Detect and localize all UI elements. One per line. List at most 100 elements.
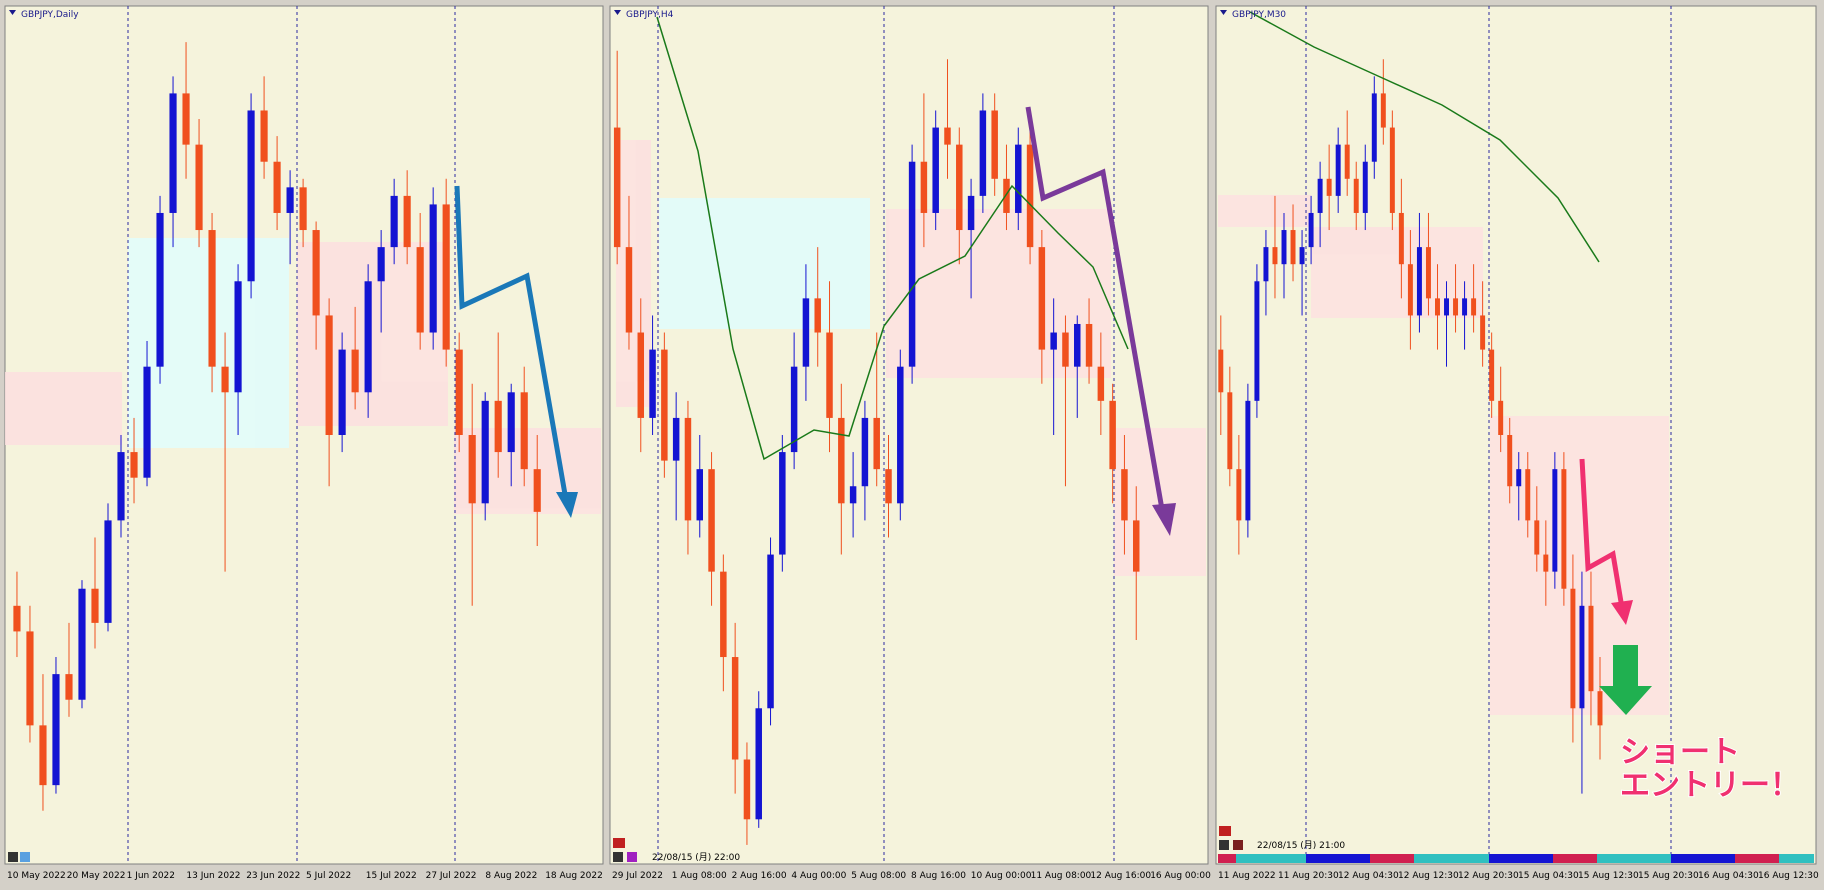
arrowhead (1611, 600, 1633, 625)
candle-body (1579, 605, 1585, 709)
x-tick-label: 4 Aug 00:00 (791, 871, 846, 881)
candle-body (1353, 178, 1359, 213)
candle-body (649, 349, 656, 418)
annotation-line: ショート (1620, 735, 1740, 770)
candle-body (826, 332, 833, 418)
candle-body (1254, 281, 1260, 401)
candle-body (520, 392, 528, 470)
candle-body (1132, 520, 1140, 572)
candle-body (325, 315, 333, 435)
candle-body (625, 247, 633, 333)
candle-body (494, 400, 502, 453)
session-seg (1218, 854, 1236, 863)
x-tick-label: 2 Aug 16:00 (732, 871, 787, 881)
candle-body (1109, 400, 1116, 470)
candle-body (755, 708, 762, 820)
icon (20, 852, 30, 862)
candle-body (661, 349, 668, 461)
candle-body (920, 161, 928, 213)
candle-body (1317, 178, 1323, 213)
candle-body (1425, 247, 1431, 299)
arrowhead (556, 492, 578, 518)
x-tick-label: 11 Aug 2022 (1218, 871, 1276, 881)
x-tick-label: 12 Aug 20:30 (1458, 871, 1519, 881)
candle-body (1038, 247, 1046, 350)
x-tick-label: 15 Jul 2022 (366, 871, 417, 881)
candle-body (1534, 520, 1540, 555)
x-tick-label: 10 Aug 00:00 (971, 871, 1032, 881)
candle-body (1308, 212, 1314, 248)
candle-body (1074, 323, 1081, 367)
candle-body (221, 366, 229, 393)
candle-body (637, 332, 645, 418)
x-tick-label: 15 Aug 04:30 (1518, 871, 1579, 881)
annotation-line: エントリー！ (1620, 768, 1800, 803)
x-tick-label: 16 Aug 12:30 (1758, 871, 1819, 881)
x-tick-label: 15 Aug 20:30 (1638, 871, 1699, 881)
candle-body (1236, 469, 1242, 521)
candle-body (1272, 247, 1278, 265)
candle-body (1281, 230, 1287, 265)
candle-body (849, 486, 857, 504)
candle-body (26, 631, 34, 726)
candle-body (156, 212, 164, 367)
candle-body (1344, 144, 1350, 179)
candle-body (873, 417, 880, 470)
candle-body (1263, 247, 1269, 282)
x-tick-label: 18 Aug 2022 (545, 871, 603, 881)
candle-body (613, 127, 621, 248)
candle-body (1389, 127, 1395, 213)
x-tick-label: 1 Jun 2022 (127, 871, 175, 881)
candle-body (1416, 247, 1422, 316)
panel-h4 (609, 5, 1209, 865)
x-tick-label: 29 Jul 2022 (612, 871, 663, 881)
candle-body (1218, 349, 1224, 393)
x-tick-label: 16 Aug 04:30 (1698, 871, 1759, 881)
candle-body (1462, 298, 1468, 316)
candle-body (1525, 469, 1531, 521)
icon (613, 838, 625, 848)
icon (1233, 840, 1243, 850)
x-tick-label: 12 Aug 12:30 (1398, 871, 1459, 881)
candle-body (312, 230, 320, 316)
candle-body (720, 571, 727, 658)
timestamp: 22/08/15 (月) 22:00 (652, 852, 740, 863)
candle-body (507, 392, 515, 453)
candle-body (377, 247, 385, 282)
candle-body (143, 366, 151, 478)
annotation: ショート エントリー！ (1619, 734, 1801, 804)
drawn-arrows (454, 106, 1652, 715)
title-marker (1220, 10, 1227, 15)
session-seg (1306, 854, 1370, 863)
x-tick-label: 11 Aug 08:00 (1031, 871, 1092, 881)
candle-body (1471, 298, 1477, 316)
candle-body (39, 725, 47, 786)
candle-body (838, 417, 845, 504)
candle-body (247, 110, 255, 282)
candle-body (1597, 691, 1603, 726)
session-seg (1489, 854, 1553, 863)
period-separators (127, 6, 1672, 864)
candle-body (208, 230, 216, 367)
zones (5, 140, 1669, 715)
x-tick-label: 20 May 2022 (67, 871, 126, 881)
candle-body (1480, 315, 1486, 350)
candle-body (708, 469, 715, 572)
moving-average (656, 16, 1129, 461)
candles (13, 42, 1603, 845)
icon (1219, 840, 1229, 850)
labels: GBPJPY,Daily 10 May 2022 20 May 2022 1 Jun … (7, 10, 1819, 881)
x-tick-label: 8 Aug 2022 (485, 871, 537, 881)
candle-body (1362, 161, 1368, 213)
x-tick-label: 27 Jul 2022 (426, 871, 477, 881)
candle-body (1561, 469, 1567, 589)
arrow-purple (1025, 106, 1166, 516)
candle-body (338, 349, 346, 435)
candle-body (956, 144, 963, 231)
candle-body (91, 588, 99, 623)
candle-body (351, 349, 359, 393)
candle-body (696, 469, 703, 521)
icon (8, 852, 18, 862)
candle-body (130, 452, 138, 478)
candle-body (416, 247, 424, 333)
